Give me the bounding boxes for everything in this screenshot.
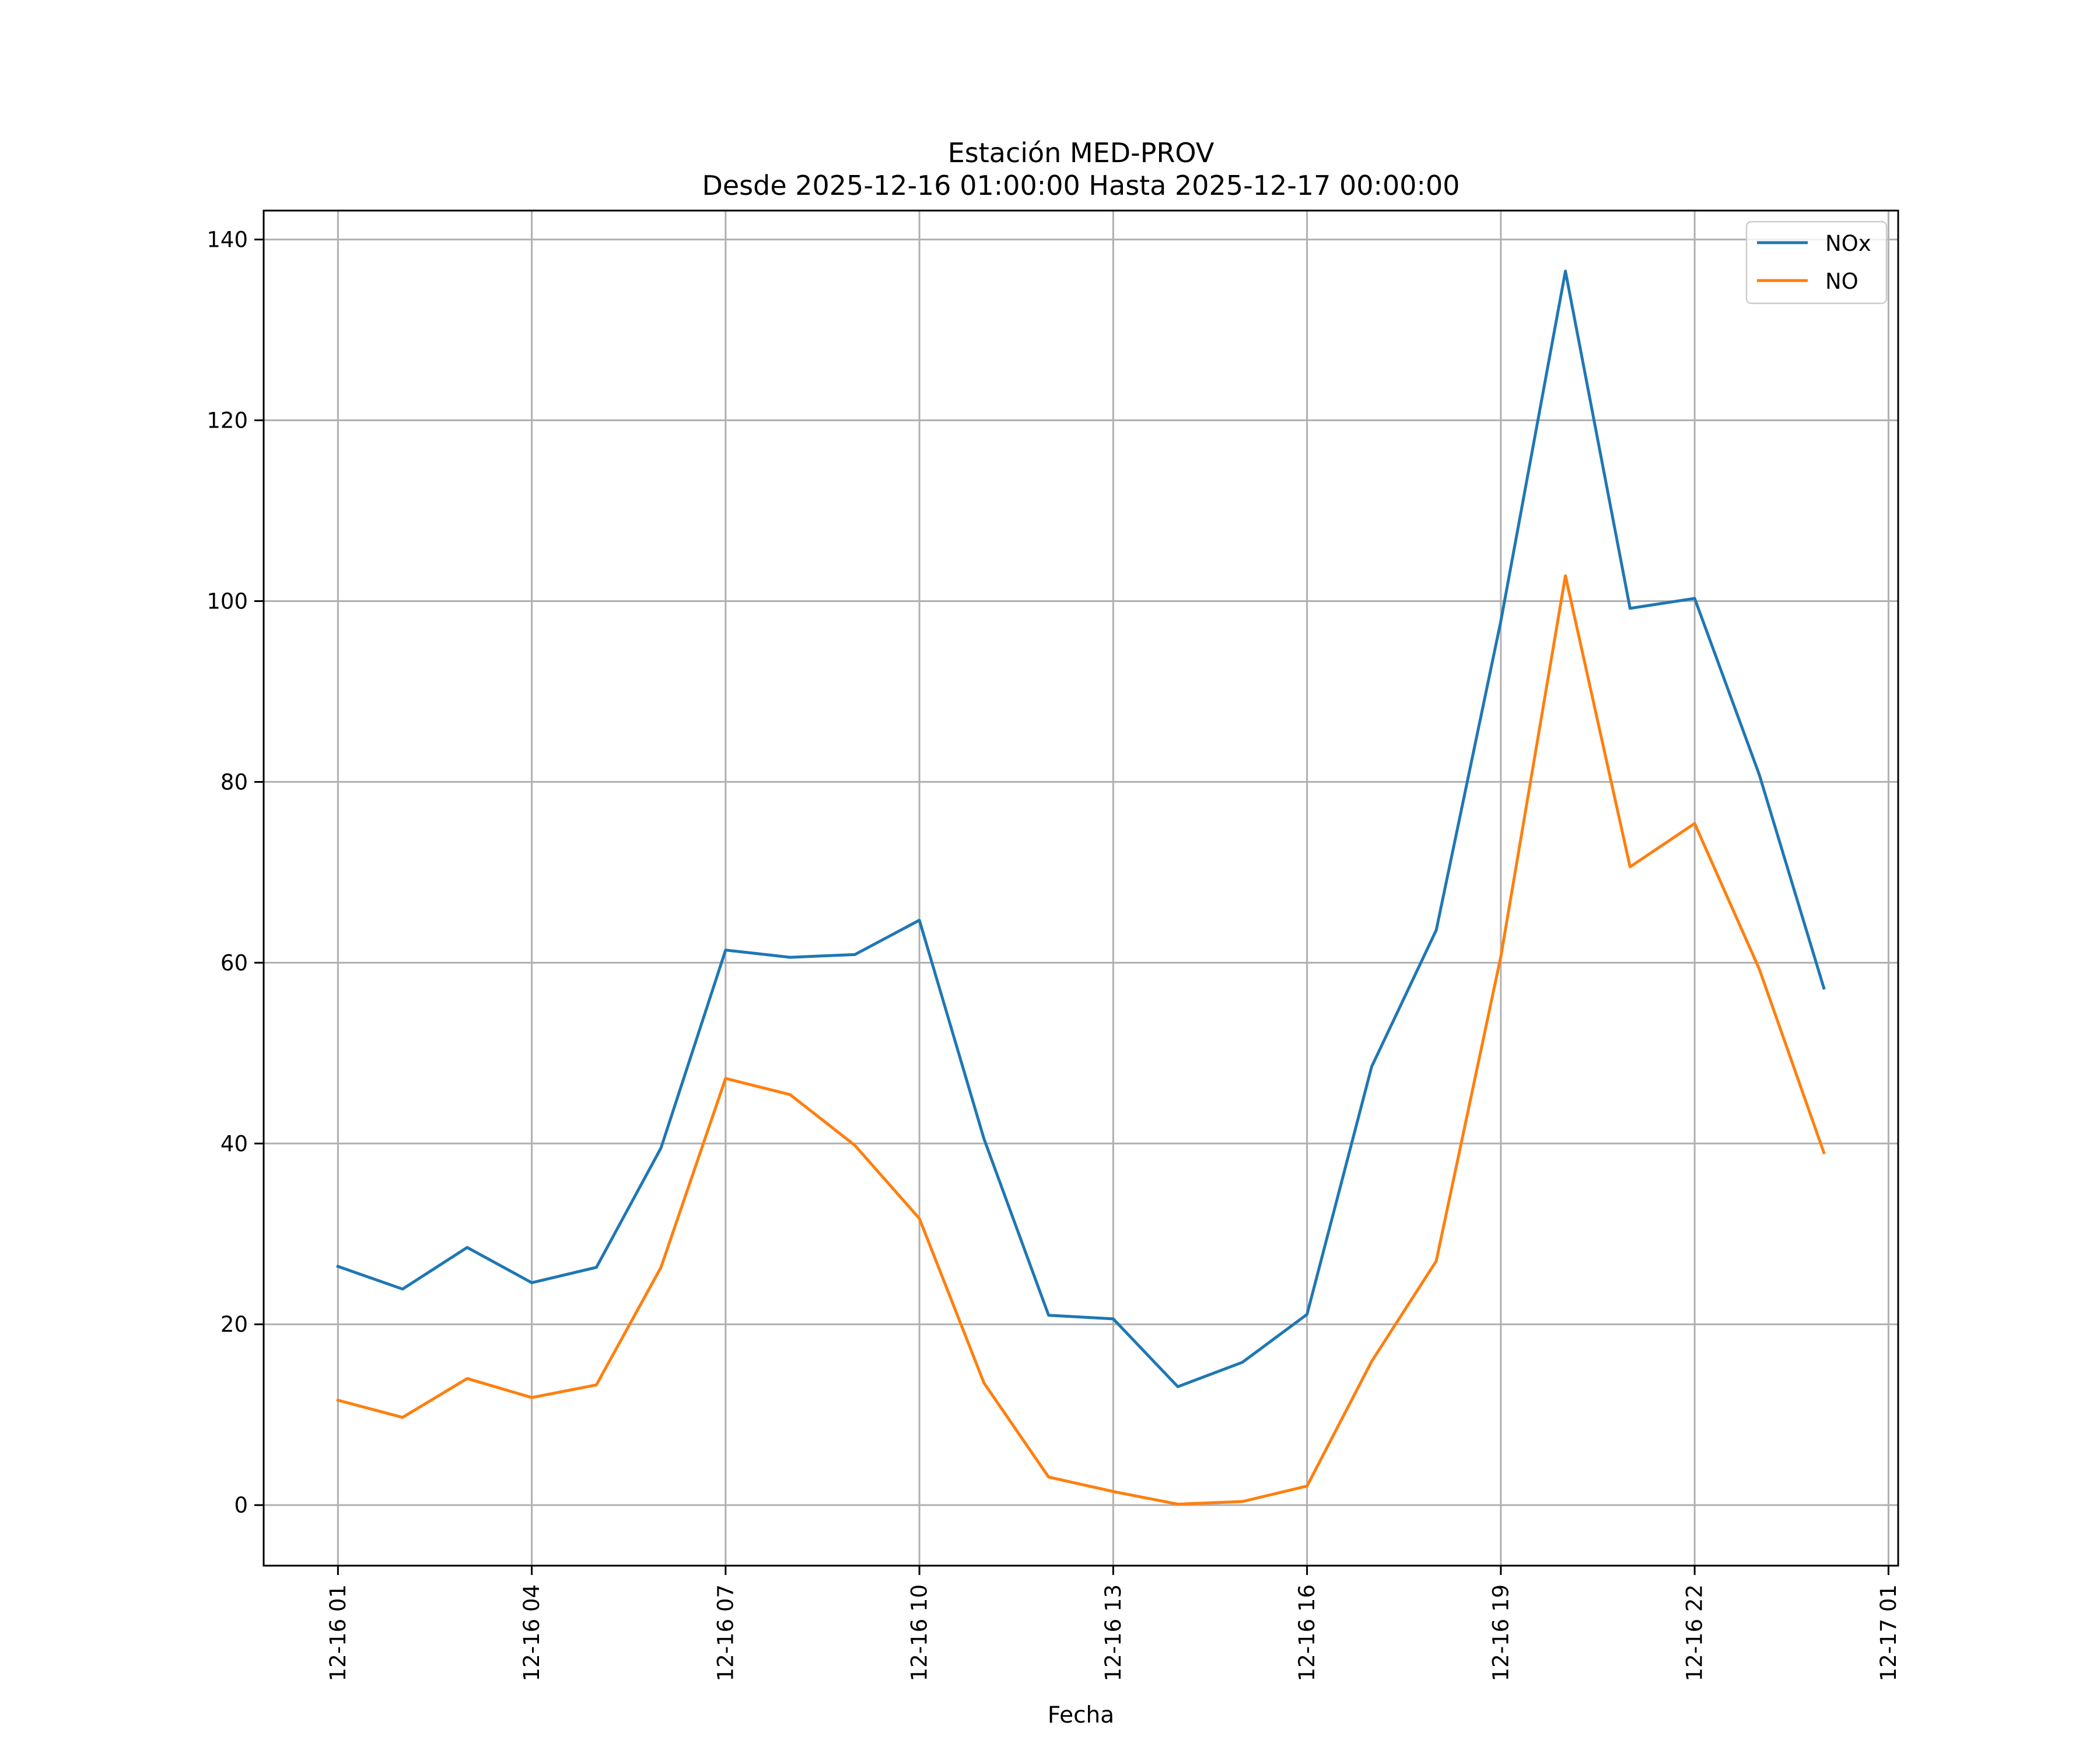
x-tick-label: 12-16 10: [907, 1584, 932, 1681]
series-line-no: [336, 574, 1826, 1506]
x-tick-label: 12-16 04: [519, 1584, 544, 1681]
x-tick-label: 12-16 01: [326, 1584, 351, 1681]
x-tick-label: 12-17 01: [1876, 1584, 1901, 1681]
chart-title-line2: Desde 2025-12-16 01:00:00 Hasta 2025-12-…: [702, 170, 1460, 201]
x-axis-ticks: 12-16 01 12-16 04 12-16 07 12-16 10 12-16 13…: [326, 1566, 1901, 1681]
y-tick-label: 100: [206, 589, 248, 614]
y-tick-label: 120: [206, 408, 248, 433]
x-tick-label: 12-16 19: [1488, 1584, 1513, 1681]
legend-label-nox: NOx: [1825, 231, 1871, 256]
legend: NOx NO: [1745, 220, 1888, 304]
series-line-nox: [336, 270, 1826, 1388]
x-gridlines: [337, 211, 1889, 1566]
x-tick-label: 12-16 16: [1294, 1584, 1320, 1681]
series-lines: [336, 270, 1826, 1506]
plot-area-frame: [262, 209, 1899, 1567]
y-tick-label: 140: [206, 228, 248, 253]
y-tick-label: 20: [220, 1312, 248, 1337]
y-tick-label: 80: [220, 769, 248, 794]
x-tick-label: 12-16 22: [1682, 1584, 1707, 1681]
y-tick-label: 40: [220, 1131, 248, 1156]
x-tick-label: 12-16 13: [1101, 1584, 1126, 1681]
y-axis-ticks: 0 20 40 60 80 100 120 140: [206, 228, 264, 1518]
y-tick-label: 60: [220, 950, 248, 975]
legend-label-no: NO: [1825, 269, 1859, 294]
chart-title-line1: Estación MED-PROV: [948, 137, 1214, 169]
y-gridlines: [264, 239, 1898, 1506]
x-tick-label: 12-16 07: [713, 1584, 738, 1681]
y-tick-label: 0: [234, 1493, 248, 1518]
x-axis-label: Fecha: [1048, 1702, 1114, 1728]
